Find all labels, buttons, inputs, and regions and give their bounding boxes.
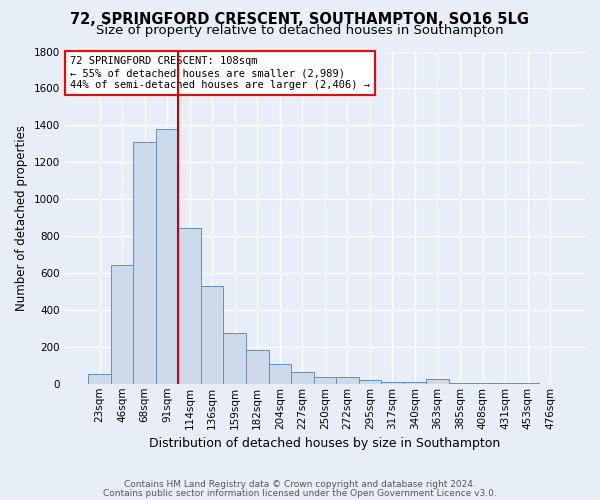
Bar bbox=[178, 228, 201, 384]
Bar bbox=[381, 382, 404, 384]
Text: Contains HM Land Registry data © Crown copyright and database right 2024.: Contains HM Land Registry data © Crown c… bbox=[124, 480, 476, 489]
Bar bbox=[111, 264, 133, 384]
Text: Contains public sector information licensed under the Open Government Licence v3: Contains public sector information licen… bbox=[103, 490, 497, 498]
Bar bbox=[404, 382, 426, 384]
Bar bbox=[426, 379, 449, 384]
Bar bbox=[291, 372, 314, 384]
Y-axis label: Number of detached properties: Number of detached properties bbox=[15, 124, 28, 310]
Text: 72 SPRINGFORD CRESCENT: 108sqm
← 55% of detached houses are smaller (2,989)
44% : 72 SPRINGFORD CRESCENT: 108sqm ← 55% of … bbox=[70, 56, 370, 90]
Bar bbox=[359, 380, 381, 384]
Bar bbox=[314, 378, 336, 384]
X-axis label: Distribution of detached houses by size in Southampton: Distribution of detached houses by size … bbox=[149, 437, 500, 450]
Bar bbox=[471, 383, 494, 384]
Bar bbox=[269, 364, 291, 384]
Text: Size of property relative to detached houses in Southampton: Size of property relative to detached ho… bbox=[96, 24, 504, 37]
Text: 72, SPRINGFORD CRESCENT, SOUTHAMPTON, SO16 5LG: 72, SPRINGFORD CRESCENT, SOUTHAMPTON, SO… bbox=[71, 12, 530, 28]
Bar bbox=[246, 350, 269, 384]
Bar bbox=[336, 378, 359, 384]
Bar bbox=[88, 374, 111, 384]
Bar bbox=[201, 286, 223, 384]
Bar bbox=[156, 129, 178, 384]
Bar bbox=[449, 383, 471, 384]
Bar bbox=[133, 142, 156, 384]
Bar bbox=[223, 333, 246, 384]
